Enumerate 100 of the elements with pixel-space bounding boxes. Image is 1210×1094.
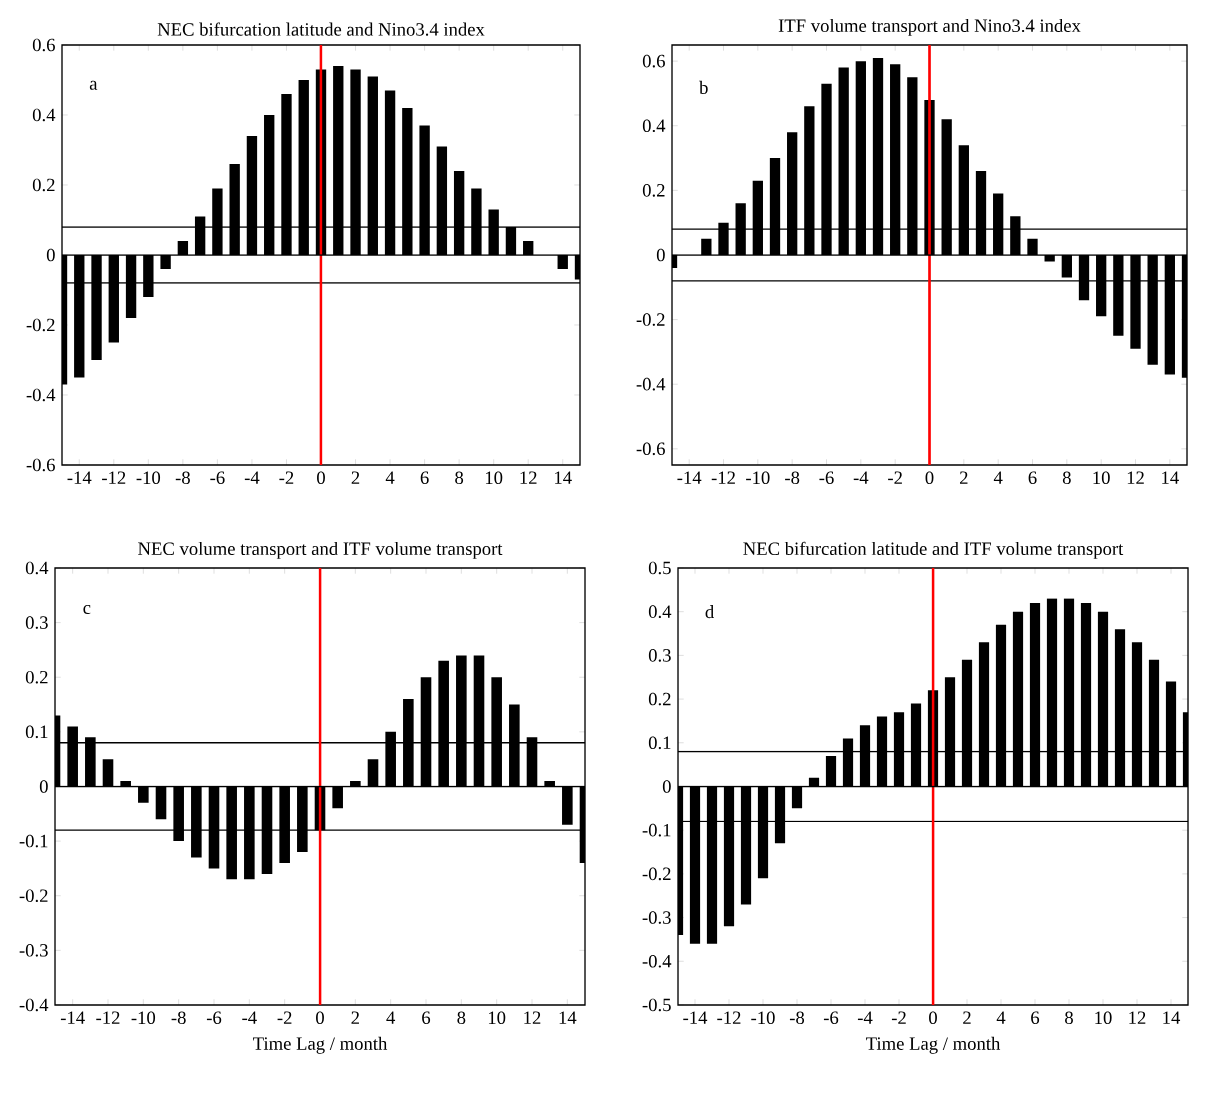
y-tick-label: -0.4 xyxy=(642,954,672,968)
x-tick-label: 12 xyxy=(1129,1011,1146,1024)
chart-title: NEC bifurcation latitude and ITF volume transport xyxy=(743,541,1124,559)
x-tick-label: -10 xyxy=(131,1011,156,1025)
annotation: b xyxy=(699,80,708,95)
y-tick-label: -0.3 xyxy=(642,911,671,924)
x-tick-label: 4 xyxy=(386,1011,396,1024)
x-tick-label: -6 xyxy=(210,471,225,485)
x-tick-label: -4 xyxy=(853,471,869,484)
annotation: d xyxy=(705,605,715,619)
x-tick-label: -12 xyxy=(102,471,126,484)
x-tick-label: 8 xyxy=(455,471,464,485)
x-tick-label: -14 xyxy=(67,471,92,484)
x-tick-label: -12 xyxy=(711,471,735,484)
x-tick-label: -12 xyxy=(96,1011,120,1024)
x-tick-label: 6 xyxy=(422,1011,431,1025)
y-tick-label: 0.2 xyxy=(32,178,55,192)
y-tick-label: -0.1 xyxy=(642,823,671,837)
y-tick-label: -0.4 xyxy=(19,998,49,1012)
y-tick-label: 0.5 xyxy=(648,561,671,575)
y-tick-label: -0.6 xyxy=(26,458,55,472)
y-tick-label: -0.4 xyxy=(26,388,56,402)
x-tick-label: 8 xyxy=(1065,1011,1073,1025)
x-tick-label: 0 xyxy=(929,1011,937,1025)
y-tick-label: 0.4 xyxy=(32,108,56,122)
y-tick-label: 0.4 xyxy=(25,561,49,575)
x-tick-label: 8 xyxy=(457,1011,466,1025)
y-tick-label: 0.4 xyxy=(648,605,672,619)
x-tick-label: 14 xyxy=(555,471,572,484)
x-tick-label: 12 xyxy=(520,471,537,484)
x-tick-label: 4 xyxy=(385,471,395,484)
y-tick-label: -0.2 xyxy=(19,889,48,903)
y-tick-label: -0.2 xyxy=(636,313,665,326)
x-tick-label: 10 xyxy=(488,1011,506,1025)
x-tick-label: -8 xyxy=(789,1011,805,1025)
x-tick-label: 14 xyxy=(1163,1011,1181,1024)
x-tick-label: -2 xyxy=(888,471,902,484)
x-axis-title: Time Lag / month xyxy=(866,1036,1001,1054)
y-tick-label: -0.4 xyxy=(636,377,666,391)
x-tick-label: 2 xyxy=(351,471,360,484)
y-tick-label: 0.3 xyxy=(648,649,671,662)
y-tick-label: 0.2 xyxy=(25,670,48,684)
x-tick-label: 4 xyxy=(993,471,1003,484)
x-tick-label: -14 xyxy=(683,1011,708,1024)
x-tick-label: -4 xyxy=(244,471,260,484)
y-tick-label: 0 xyxy=(662,780,671,793)
chart-title: ITF volume transport and Nino3.4 index xyxy=(778,18,1081,36)
x-tick-label: 10 xyxy=(1095,1011,1112,1025)
x-tick-label: 0 xyxy=(317,471,325,485)
x-tick-label: -6 xyxy=(819,471,834,485)
x-tick-label: 2 xyxy=(963,1011,971,1024)
y-tick-label: 0 xyxy=(39,780,48,793)
x-tick-label: 10 xyxy=(1093,471,1110,485)
x-tick-label: -10 xyxy=(751,1011,775,1025)
x-tick-label: 12 xyxy=(524,1011,541,1024)
x-axis-title: Time Lag / month xyxy=(253,1036,388,1054)
x-tick-label: -2 xyxy=(279,471,294,484)
chart-title: NEC volume transport and ITF volume transport xyxy=(138,541,503,559)
x-tick-label: -10 xyxy=(136,471,161,485)
y-tick-label: 0.2 xyxy=(642,184,665,197)
y-tick-label: 0.1 xyxy=(25,725,48,739)
x-tick-label: -8 xyxy=(171,1011,186,1025)
x-tick-label: -8 xyxy=(175,471,190,485)
x-tick-label: 0 xyxy=(316,1011,324,1025)
x-tick-label: 12 xyxy=(1127,471,1144,484)
annotation: a xyxy=(89,80,98,90)
x-tick-label: -8 xyxy=(785,471,800,485)
x-tick-label: -10 xyxy=(746,471,770,485)
y-tick-label: -0.2 xyxy=(642,867,671,881)
x-tick-label: 2 xyxy=(959,471,968,484)
x-tick-label: -6 xyxy=(206,1011,222,1025)
x-tick-label: 4 xyxy=(996,1011,1006,1024)
x-tick-label: 6 xyxy=(420,471,429,485)
x-tick-label: -2 xyxy=(277,1011,292,1024)
x-tick-label: -2 xyxy=(891,1011,906,1024)
x-tick-label: -14 xyxy=(677,471,702,484)
x-tick-label: -12 xyxy=(717,1011,741,1024)
x-tick-label: -4 xyxy=(242,1011,257,1024)
x-tick-label: -4 xyxy=(857,1011,873,1024)
y-tick-label: 0.6 xyxy=(32,38,55,52)
y-tick-label: 0 xyxy=(656,248,665,262)
y-tick-label: -0.3 xyxy=(19,944,48,957)
y-tick-label: -0.1 xyxy=(19,834,48,848)
x-tick-label: 6 xyxy=(1028,471,1037,485)
y-tick-label: 0.1 xyxy=(648,736,671,750)
chart-title: NEC bifurcation latitude and Nino3.4 index xyxy=(157,22,485,36)
y-tick-label: 0.3 xyxy=(25,616,48,629)
y-tick-label: 0 xyxy=(46,248,55,262)
y-tick-label: -0.6 xyxy=(636,442,665,456)
y-tick-label: 0.2 xyxy=(648,692,671,706)
x-tick-label: -6 xyxy=(823,1011,839,1025)
y-tick-label: 0.6 xyxy=(642,54,665,68)
annotation: c xyxy=(83,605,91,615)
y-tick-label: -0.5 xyxy=(642,998,671,1012)
x-tick-label: 14 xyxy=(559,1011,577,1024)
y-tick-label: -0.2 xyxy=(26,318,55,332)
x-tick-label: 14 xyxy=(1162,471,1179,484)
x-tick-label: 10 xyxy=(485,471,503,485)
x-tick-label: 6 xyxy=(1031,1011,1040,1025)
x-tick-label: -14 xyxy=(60,1011,85,1024)
